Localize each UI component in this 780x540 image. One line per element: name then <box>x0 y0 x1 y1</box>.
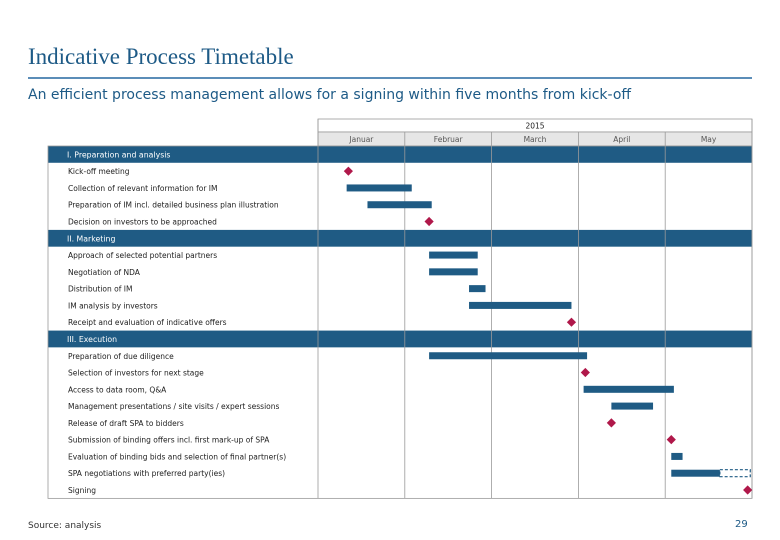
month-label-februar: Februar <box>434 135 464 144</box>
page-title: Indicative Process Timetable <box>28 44 294 69</box>
section-band <box>48 229 752 247</box>
task-bar <box>367 201 432 209</box>
milestone-diamond <box>566 317 577 327</box>
milestone-diamond <box>606 418 616 428</box>
task-bar <box>611 402 654 410</box>
section-title: III. Execution <box>67 335 117 344</box>
task-label: Preparation of IM incl. detailed busines… <box>68 201 279 210</box>
year-label: 2015 <box>525 122 544 131</box>
task-bar-tentative <box>719 469 751 478</box>
task-label: Release of draft SPA to bidders <box>68 419 184 428</box>
source-note: Source: analysis <box>28 521 102 531</box>
task-label: Access to data room, Q&A <box>68 385 167 394</box>
task-label: Distribution of IM <box>68 285 132 294</box>
task-bar <box>346 184 412 192</box>
task-bar <box>469 301 572 309</box>
task-label: Decision on investors to be approached <box>68 218 217 227</box>
task-label: Management presentations / site visits /… <box>68 402 280 411</box>
page-number: 29 <box>735 519 748 530</box>
title-divider <box>28 77 752 79</box>
milestone-diamond <box>424 216 434 227</box>
milestone-diamond <box>666 435 676 445</box>
task-label: Collection of relevant information for I… <box>68 184 218 193</box>
milestone-diamond <box>743 485 753 495</box>
milestone-diamond <box>580 367 590 378</box>
task-bar <box>429 268 478 276</box>
section-title: I. Preparation and analysis <box>67 150 171 159</box>
task-bar <box>671 469 720 477</box>
task-label: Signing <box>68 486 96 495</box>
task-label: IM analysis by investors <box>68 301 158 310</box>
task-label: SPA negotiations with preferred party(ie… <box>68 469 225 478</box>
month-label-march: March <box>524 135 547 144</box>
task-label: Preparation of due diligence <box>68 352 174 361</box>
task-bar <box>469 285 486 293</box>
task-label: Negotiation of NDA <box>68 268 141 277</box>
task-label: Selection of investors for next stage <box>68 369 204 378</box>
month-label-januar: Januar <box>348 135 374 144</box>
task-bar <box>429 352 588 360</box>
milestone-diamond <box>343 166 353 176</box>
month-label-may: May <box>701 135 717 144</box>
task-label: Receipt and evaluation of indicative off… <box>68 318 227 327</box>
task-label: Kick-off meeting <box>68 167 130 176</box>
task-label: Approach of selected potential partners <box>68 251 217 260</box>
month-label-april: April <box>613 135 630 144</box>
section-band <box>48 330 752 348</box>
task-label: Submission of binding offers incl. first… <box>68 436 270 445</box>
task-bar <box>429 251 478 259</box>
section-title: II. Marketing <box>67 234 115 243</box>
task-label: Evaluation of binding bids and selection… <box>68 452 286 461</box>
page-subtitle: An efficient process management allows f… <box>28 87 632 103</box>
task-bar <box>671 452 683 460</box>
task-bar <box>583 385 674 393</box>
section-band <box>48 146 752 163</box>
